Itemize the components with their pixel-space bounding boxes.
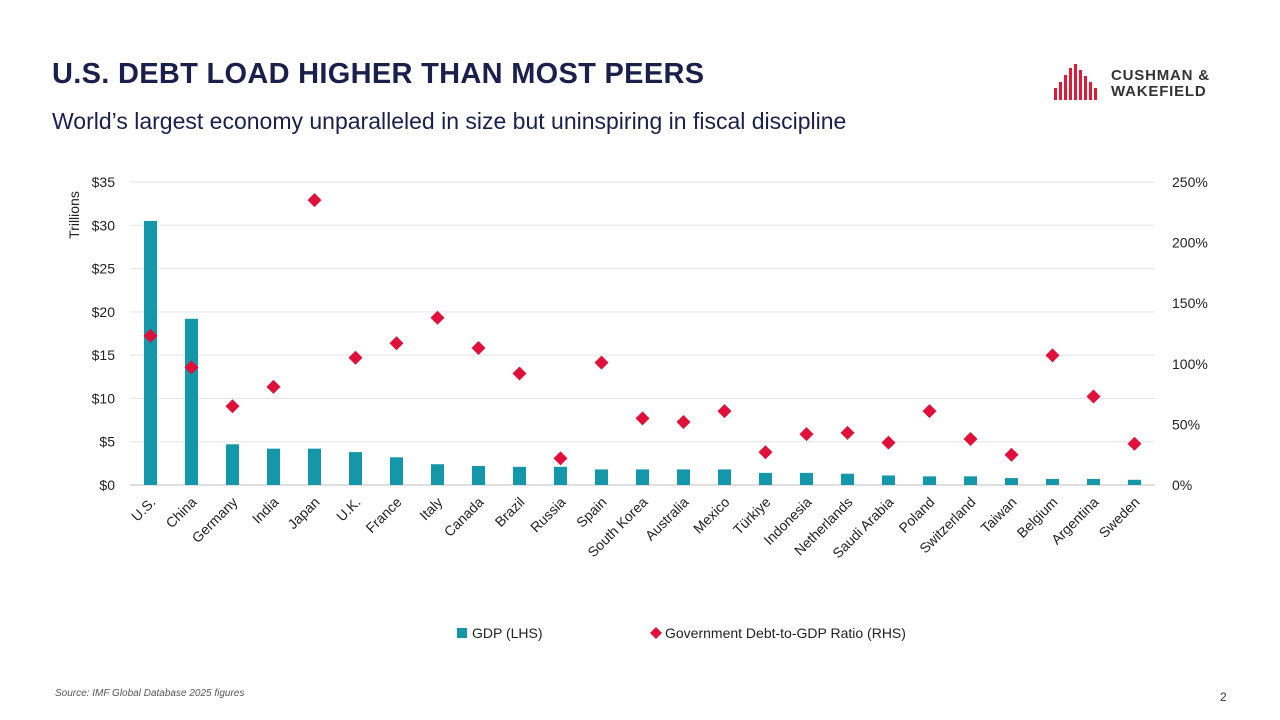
gdp-bar xyxy=(185,318,198,485)
debt-ratio-marker xyxy=(922,404,937,419)
left-tick-label: $15 xyxy=(92,347,116,363)
gdp-bar xyxy=(431,464,444,485)
right-tick-label: 200% xyxy=(1172,235,1208,251)
source-note: Source: IMF Global Database 2025 figures xyxy=(55,688,245,699)
debt-ratio-marker xyxy=(471,341,486,356)
logo-line-1: CUSHMAN & xyxy=(1111,67,1210,84)
debt-ratio-marker xyxy=(553,451,568,466)
gdp-bar xyxy=(554,466,567,485)
debt-ratio-marker xyxy=(717,404,732,419)
debt-ratio-marker xyxy=(512,366,527,381)
gdp-bar xyxy=(677,469,690,485)
debt-ratio-marker xyxy=(758,445,773,460)
category-label: Brazil xyxy=(492,494,528,530)
gdp-bar xyxy=(1087,478,1100,485)
category-label: Sweden xyxy=(1096,494,1143,541)
gdp-bar xyxy=(595,469,608,485)
page-title: U.S. DEBT LOAD HIGHER THAN MOST PEERS xyxy=(52,58,705,90)
debt-ratio-marker xyxy=(840,425,855,440)
left-tick-label: $35 xyxy=(92,174,116,190)
legend-gdp-swatch xyxy=(457,628,467,638)
right-tick-label: 100% xyxy=(1172,356,1208,372)
gdp-bar xyxy=(1128,479,1141,485)
category-label: Canada xyxy=(441,494,487,540)
category-label: Australia xyxy=(642,494,692,544)
left-axis-label: Trillions xyxy=(66,191,82,239)
right-tick-label: 50% xyxy=(1172,416,1200,432)
debt-ratio-marker xyxy=(143,328,158,343)
gdp-bar xyxy=(800,472,813,485)
left-tick-label: $10 xyxy=(92,390,116,406)
debt-ratio-marker xyxy=(266,379,281,394)
gdp-bar xyxy=(144,220,157,485)
debt-ratio-marker xyxy=(430,310,445,325)
category-label: Italy xyxy=(416,494,445,523)
debt-ratio-marker xyxy=(963,431,978,446)
building-bars-icon xyxy=(1054,64,1097,100)
debt-ratio-marker xyxy=(389,336,404,351)
category-label: Japan xyxy=(284,494,322,532)
gdp-bar xyxy=(390,457,403,485)
category-label: China xyxy=(162,494,199,531)
left-tick-label: $25 xyxy=(92,261,116,277)
page-subtitle: World’s largest economy unparalleled in … xyxy=(52,108,847,134)
legend-debt-swatch xyxy=(650,627,662,639)
category-label: Spain xyxy=(573,494,610,531)
right-tick-label: 0% xyxy=(1172,477,1192,493)
debt-ratio-marker xyxy=(881,435,896,450)
left-tick-label: $0 xyxy=(99,477,115,493)
gdp-bar xyxy=(513,466,526,485)
right-tick-label: 250% xyxy=(1172,174,1208,190)
gdp-bar xyxy=(1046,478,1059,485)
left-tick-label: $20 xyxy=(92,304,116,320)
debt-ratio-marker xyxy=(676,414,691,429)
category-label: India xyxy=(249,494,282,527)
debt-ratio-marker xyxy=(1086,389,1101,404)
left-tick-label: $5 xyxy=(99,434,115,450)
company-logo: CUSHMAN & WAKEFIELD xyxy=(1054,64,1239,104)
debt-ratio-marker xyxy=(594,355,609,370)
gdp-bar xyxy=(472,465,485,485)
category-label: Mexico xyxy=(690,494,733,537)
left-tick-label: $30 xyxy=(92,217,116,233)
debt-ratio-marker xyxy=(225,399,240,414)
gdp-bar xyxy=(349,452,362,485)
legend-gdp-label: GDP (LHS) xyxy=(472,625,543,641)
debt-ratio-marker xyxy=(1127,436,1142,451)
category-label: France xyxy=(362,494,404,536)
gdp-bar xyxy=(636,469,649,485)
debt-ratio-marker xyxy=(1045,348,1060,363)
debt-ratio-marker xyxy=(1004,447,1019,462)
legend-debt-label: Government Debt-to-GDP Ratio (RHS) xyxy=(665,625,906,641)
gdp-bar xyxy=(267,448,280,485)
category-label: U.S. xyxy=(128,494,159,525)
debt-ratio-marker xyxy=(307,193,322,208)
gdp-bar xyxy=(841,473,854,485)
category-label: Russia xyxy=(527,494,569,536)
right-tick-label: 150% xyxy=(1172,295,1208,311)
debt-ratio-marker xyxy=(184,360,199,375)
gdp-bar xyxy=(882,475,895,485)
debt-ratio-marker xyxy=(799,427,814,442)
debt-ratio-marker xyxy=(348,350,363,365)
category-label: Germany xyxy=(189,494,241,546)
debt-ratio-marker xyxy=(635,411,650,426)
gdp-bar xyxy=(226,444,239,485)
page-number: 2 xyxy=(1220,690,1227,704)
gdp-bar xyxy=(718,469,731,485)
logo-line-2: WAKEFIELD xyxy=(1111,83,1207,100)
gdp-bar xyxy=(1005,478,1018,485)
gdp-bar xyxy=(308,448,321,485)
gdp-bar xyxy=(964,476,977,485)
gdp-bar xyxy=(923,476,936,485)
gdp-bar xyxy=(759,472,772,485)
category-label: U.K. xyxy=(333,494,364,525)
